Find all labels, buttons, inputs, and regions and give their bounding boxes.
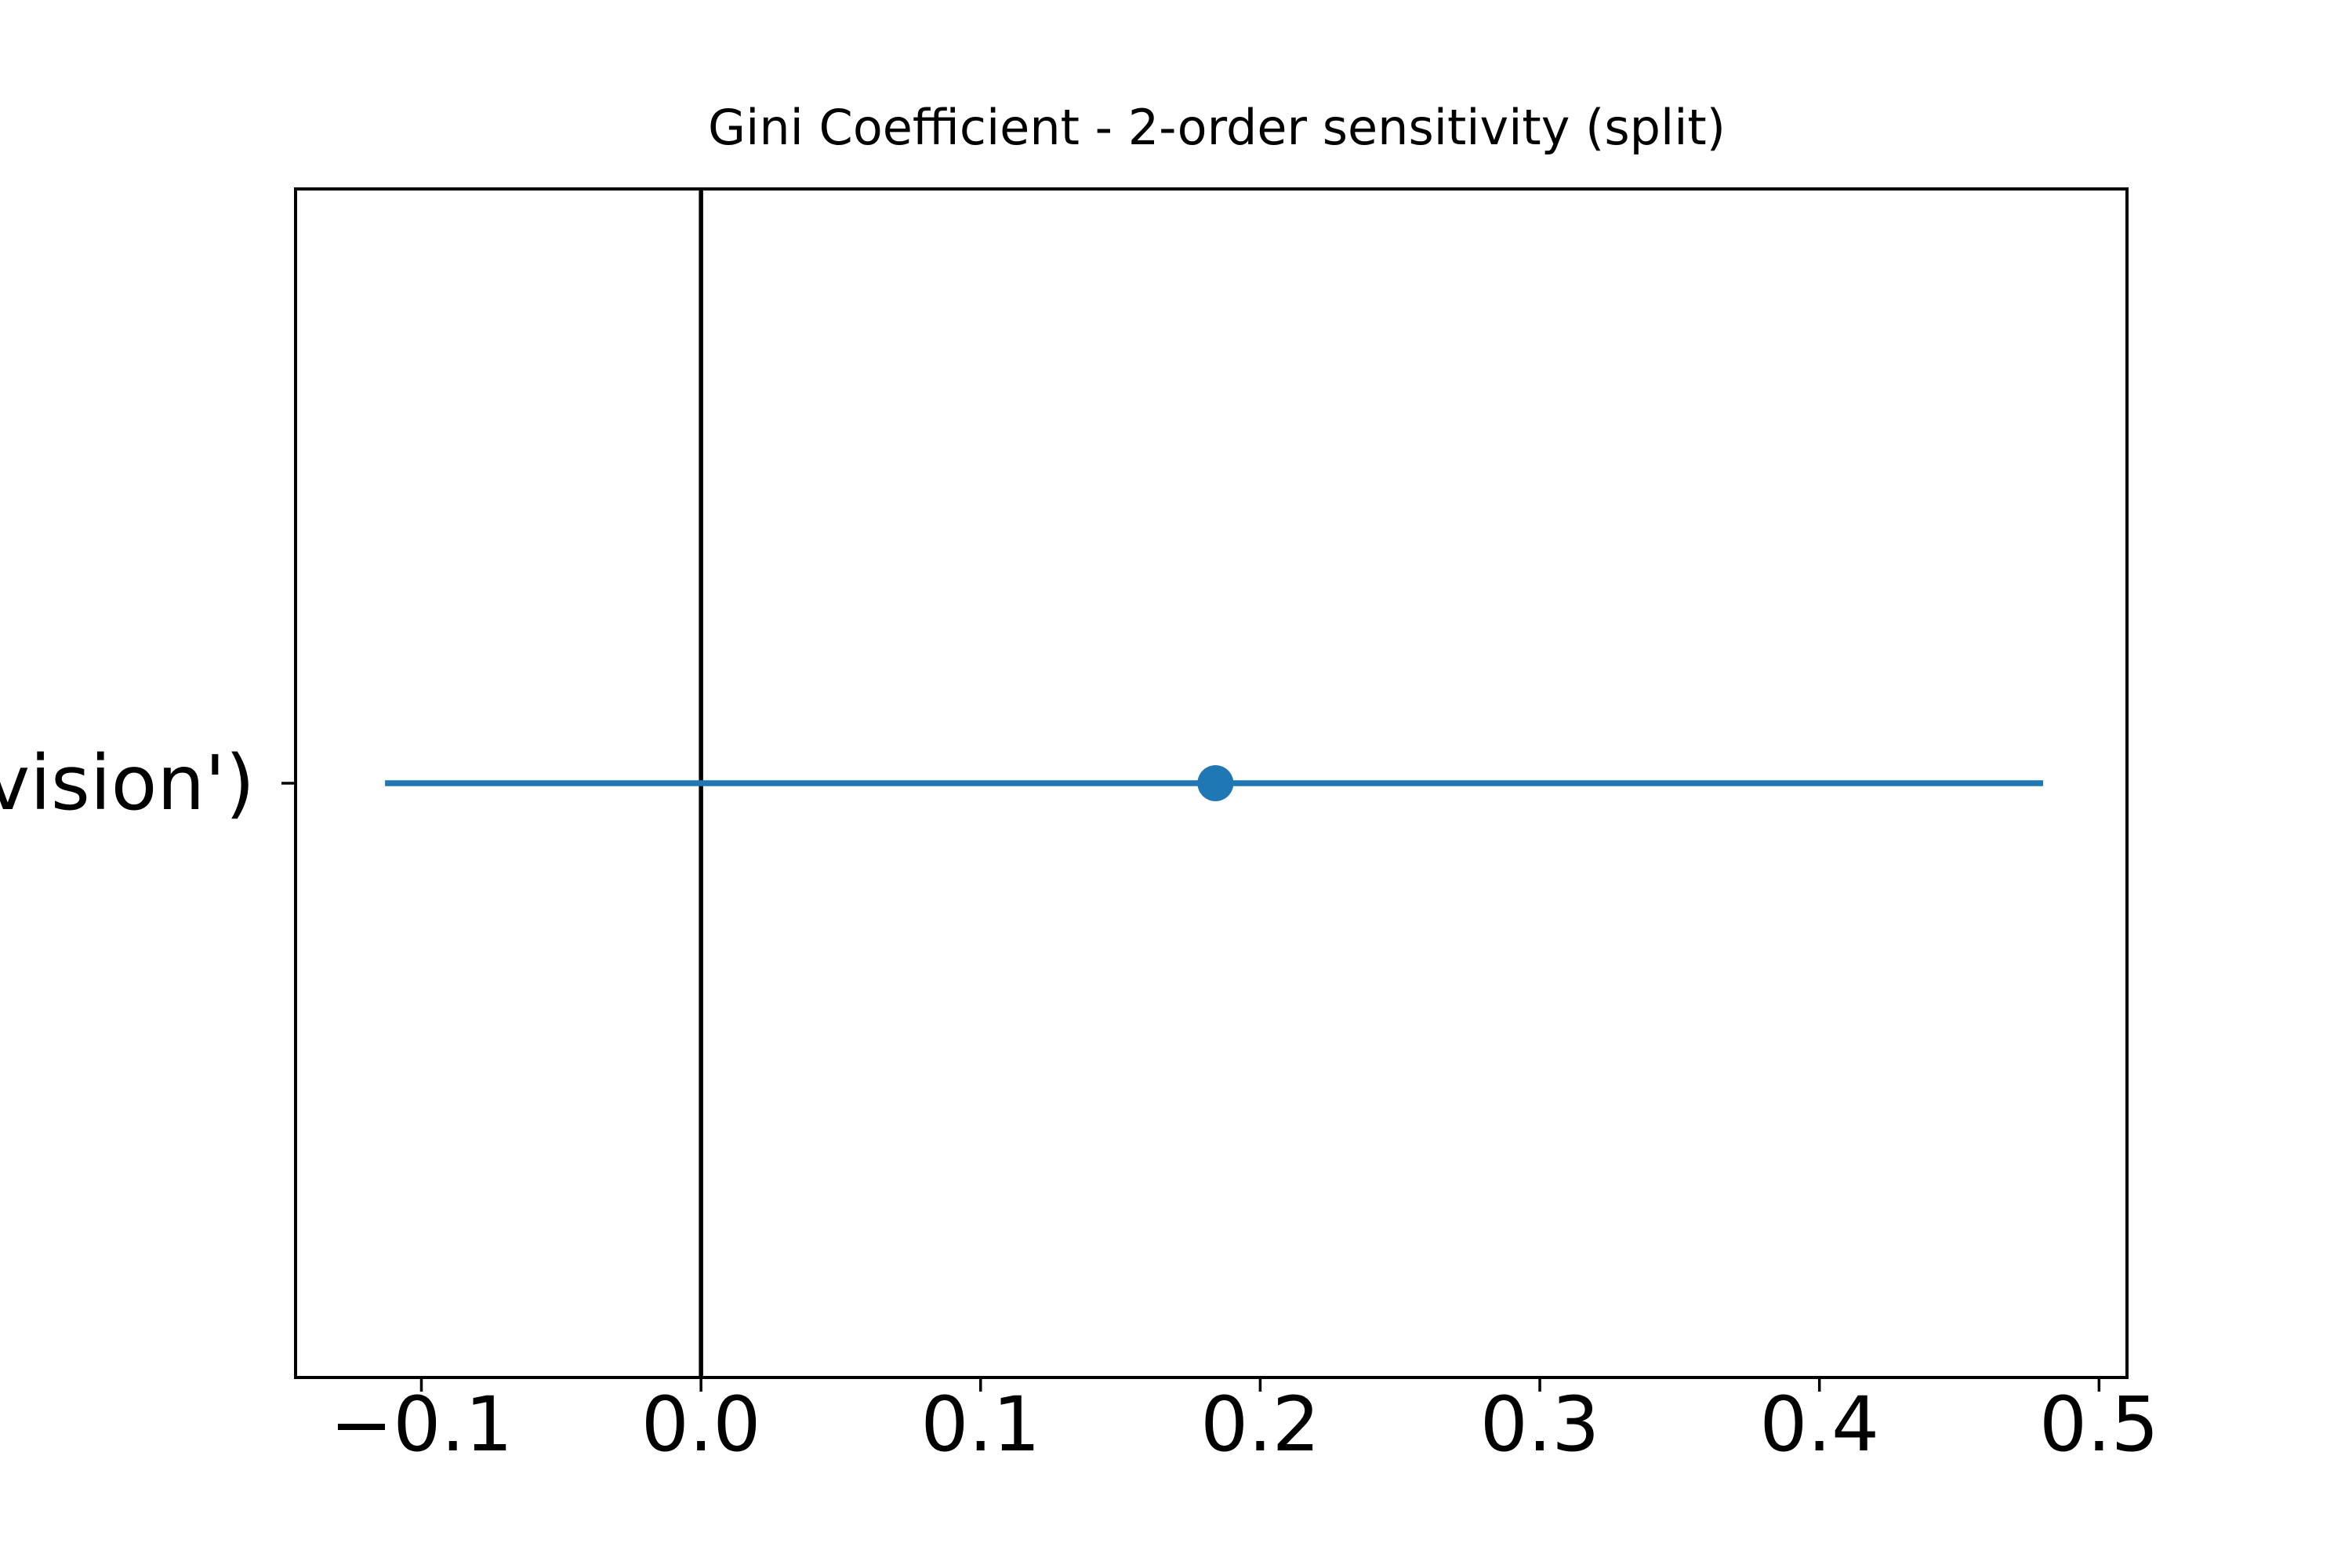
x-tick-label: 0.4 [1759,1381,1879,1468]
chart-title: Gini Coefficient - 2-order sensitivity (… [708,99,1726,156]
x-tick-label: −0.1 [330,1381,513,1468]
x-tick-label: 0.5 [2039,1381,2159,1468]
x-tick-label: 0.3 [1480,1381,1600,1468]
estimate-marker [1197,765,1234,801]
y-tick-label: vision') [0,739,255,827]
x-tick-label: 0.0 [641,1381,761,1468]
plot-area: −0.1 0.0 0.1 0.2 0.3 0.4 0.5 vision') [0,187,2159,1468]
x-tick-label: 0.1 [920,1381,1040,1468]
x-tick-label: 0.2 [1200,1381,1320,1468]
